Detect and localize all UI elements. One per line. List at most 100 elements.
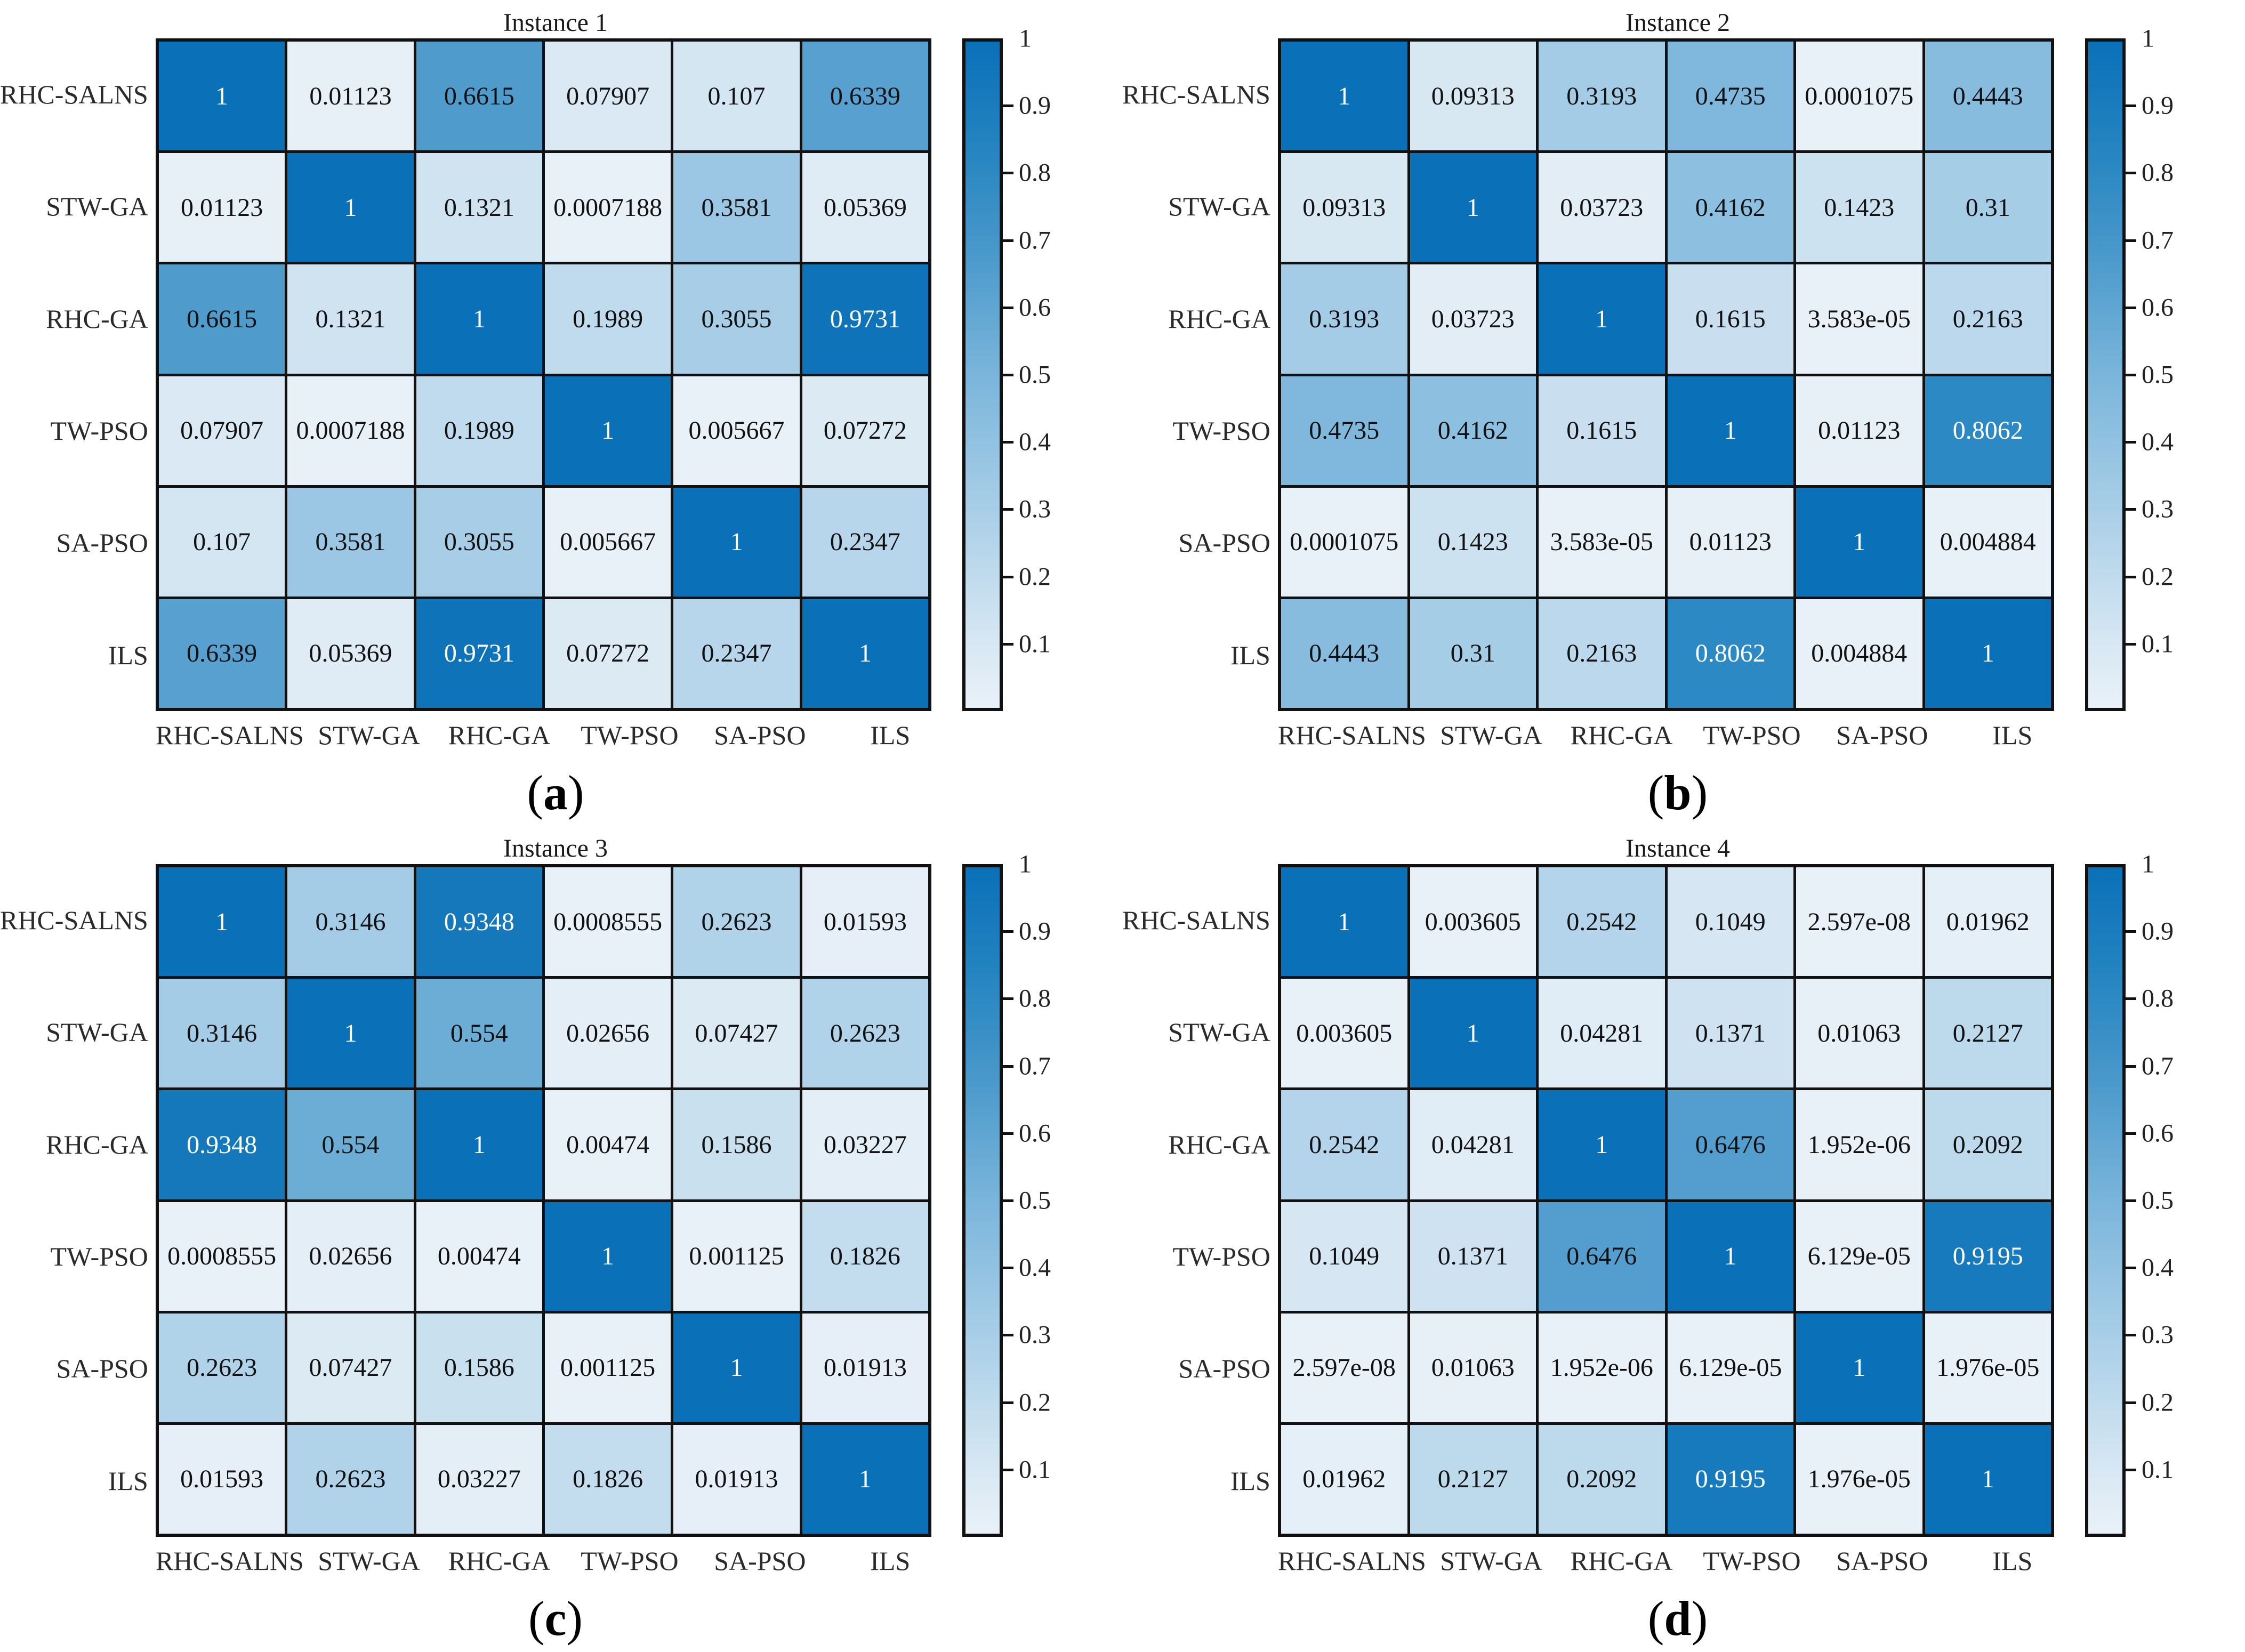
matrix-cell: 1.952e-06 (1796, 1090, 1922, 1199)
matrix-cell: 0.3055 (673, 264, 800, 374)
matrix-cell: 1 (159, 867, 285, 977)
colorbar-tick (1003, 1267, 1013, 1270)
matrix-cell: 1 (1539, 264, 1665, 374)
colorbar-tick (1003, 508, 1013, 511)
matrix-cell: 0.01593 (802, 867, 928, 977)
heatmap-matrix: 1 0.09313 0.3193 0.4735 0.0001075 0.4443 0.093… (1278, 38, 2054, 711)
matrix-cell: 0.2127 (1410, 1424, 1536, 1534)
x-axis-label: TW-PSO (1703, 1546, 1801, 1576)
matrix-cell: 0.9348 (159, 1090, 285, 1199)
matrix-cell: 0.0007188 (287, 376, 414, 485)
y-axis-label: RHC-GA (1168, 1129, 1270, 1159)
colorbar-tick (2126, 104, 2136, 108)
caption-letter: a (543, 765, 568, 820)
y-axis-label: RHC-GA (1168, 303, 1270, 334)
matrix-cell: 0.01962 (1281, 1424, 1407, 1534)
matrix-cell: 3.583e-05 (1796, 264, 1922, 374)
y-axis-label: ILS (1230, 640, 1270, 670)
colorbar-gradient (2085, 864, 2126, 1537)
matrix-cell: 0.0001075 (1281, 487, 1407, 597)
colorbar-gradient (962, 864, 1003, 1537)
heatmap-panel-b: Instance 2 RHC-SALNS STW-GA RHC-GA TW-PSO SA… (1122, 0, 2245, 826)
matrix-cell: 0.001125 (673, 1202, 800, 1311)
matrix-cell: 0.07272 (544, 599, 671, 708)
x-axis-label: TW-PSO (581, 1546, 679, 1576)
matrix-cell: 1 (673, 487, 800, 597)
matrix-cell: 0.1586 (673, 1090, 800, 1199)
colorbar-tick-label: 0.9 (1019, 917, 1051, 946)
matrix-cell: 0.4443 (1925, 42, 2051, 151)
matrix-cell: 0.1586 (416, 1313, 542, 1422)
matrix-cell: 0.2163 (1925, 264, 2051, 374)
matrix-cell: 0.9195 (1667, 1424, 1793, 1534)
y-axis-label: SA-PSO (1178, 1353, 1270, 1384)
matrix-cell: 1 (1410, 979, 1536, 1088)
colorbar-gradient (2085, 38, 2126, 711)
heatmap-matrix: 1 0.003605 0.2542 0.1049 2.597e-08 0.01962 0.0… (1278, 864, 2054, 1537)
colorbar-tick (2126, 1267, 2136, 1270)
colorbar: 1 0.9 0.8 0.7 0.6 0.5 0.4 0.3 0.2 0.1 (2085, 850, 2245, 1537)
y-axis-labels: RHC-SALNS STW-GA RHC-GA TW-PSO SA-PSO ILS (0, 864, 156, 1537)
colorbar-tick-label: 0.2 (1019, 562, 1051, 591)
matrix-cell: 1 (1667, 376, 1793, 485)
caption-paren-close: ) (568, 765, 584, 820)
matrix-cell: 0.005667 (544, 487, 671, 597)
x-axis-labels: RHC-SALNS STW-GA RHC-GA TW-PSO SA-PSO ILS (156, 720, 955, 751)
colorbar-tick (1003, 1401, 1013, 1404)
colorbar-tick-label: 0.7 (2142, 1052, 2174, 1081)
matrix-cell: 0.6476 (1667, 1090, 1793, 1199)
matrix-cell: 0.2542 (1281, 1090, 1407, 1199)
colorbar-gradient (962, 38, 1003, 711)
y-axis-label: STW-GA (1168, 1017, 1270, 1047)
x-axis-labels: RHC-SALNS STW-GA RHC-GA TW-PSO SA-PSO ILS (156, 1545, 955, 1576)
matrix-cell: 0.4735 (1667, 42, 1793, 151)
matrix-cell: 6.129e-05 (1796, 1202, 1922, 1311)
colorbar-tick-label: 0.1 (1019, 630, 1051, 658)
colorbar-tick-label: 0.8 (2142, 158, 2174, 187)
matrix-cell: 0.01913 (673, 1424, 800, 1534)
matrix-cell: 0.2092 (1539, 1424, 1665, 1534)
x-axis-label: RHC-SALNS (156, 1546, 304, 1576)
colorbar-tick-label: 0.1 (2142, 1455, 2174, 1484)
caption-paren-close: ) (1691, 1591, 1708, 1646)
panel-title: Instance 1 (503, 9, 608, 37)
matrix-cell: 0.07427 (673, 979, 800, 1088)
x-axis-label: RHC-SALNS (1278, 720, 1426, 750)
matrix-cell: 0.001125 (544, 1313, 671, 1422)
y-axis-label: TW-PSO (1172, 416, 1270, 446)
matrix-cell: 0.07907 (159, 376, 285, 485)
matrix-cell: 0.01123 (159, 153, 285, 262)
matrix-cell: 0.3146 (159, 979, 285, 1088)
colorbar-tick (1003, 997, 1013, 1001)
colorbar-tick-label: 0.9 (1019, 91, 1051, 120)
matrix-cell: 0.02656 (544, 979, 671, 1088)
y-axis-labels: RHC-SALNS STW-GA RHC-GA TW-PSO SA-PSO ILS (1122, 864, 1278, 1537)
matrix-cell: 1 (1410, 153, 1536, 262)
colorbar-tick-label: 0.5 (2142, 1186, 2174, 1215)
matrix-cell: 0.003605 (1410, 867, 1536, 977)
colorbar-tick (2126, 239, 2136, 242)
colorbar-tick (2126, 374, 2136, 376)
matrix-cell: 3.583e-05 (1539, 487, 1665, 597)
matrix-cell: 0.1989 (544, 264, 671, 374)
matrix-cell: 0.004884 (1925, 487, 2051, 597)
matrix-cell: 0.2623 (159, 1313, 285, 1422)
y-axis-label: RHC-SALNS (1122, 79, 1270, 110)
caption-letter: c (544, 1591, 567, 1646)
colorbar-max-label: 1 (1019, 850, 1032, 879)
matrix-cell: 0.8062 (1925, 376, 2051, 485)
matrix-cell: 1 (1281, 42, 1407, 151)
matrix-cell: 1 (1925, 1424, 2051, 1534)
colorbar-tick-label: 0.6 (1019, 293, 1051, 322)
colorbar-tick (1003, 1132, 1013, 1135)
matrix-cell: 0.2347 (673, 599, 800, 708)
colorbar-tick-label: 0.5 (1019, 360, 1051, 389)
colorbar-tick (2126, 172, 2136, 175)
colorbar-tick-label: 0.7 (1019, 1052, 1051, 1081)
caption-letter: d (1664, 1591, 1692, 1646)
caption-paren-open: ( (1647, 765, 1664, 820)
x-axis-label: ILS (870, 1546, 911, 1576)
matrix-cell: 0.1826 (802, 1202, 928, 1311)
matrix-cell: 0.31 (1410, 599, 1536, 708)
